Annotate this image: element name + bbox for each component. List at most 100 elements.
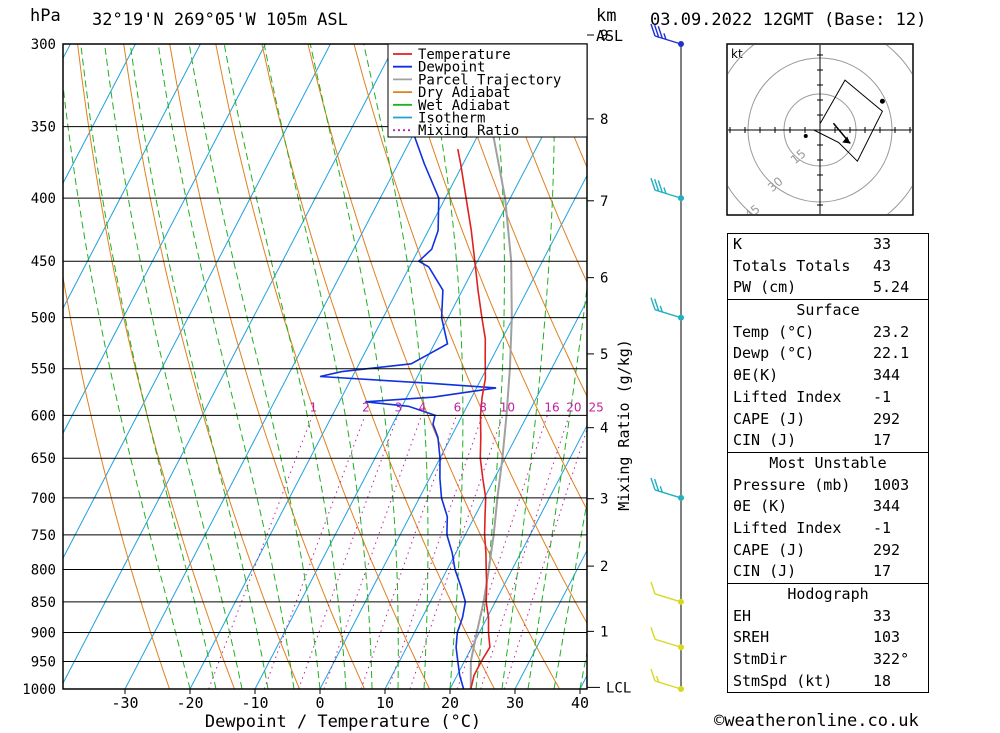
mixing-ratio-line [323,415,423,689]
pressure-tick-label: 450 [31,254,56,270]
hodograph-unit: kt [731,47,743,61]
stat-label: K [733,235,743,253]
mixing-ratio-line [360,415,458,689]
wet-adiabat-line [553,499,587,689]
hodo-value: 18 [873,671,892,690]
surface-row: Dewp (°C) 22.1 [728,343,928,365]
mixing-ratio-line [456,415,548,689]
surface-label: Temp (°C) [733,322,815,341]
barb-shaft [654,593,682,603]
x-tick-label: -30 [111,694,138,712]
barb-dot [678,41,684,47]
barb-shaft [654,35,682,45]
wind-barb [650,627,684,651]
barb-shaft [654,308,682,319]
pressure-tick-label: 300 [31,37,56,53]
barb-feather [650,581,656,595]
mixing-ratio-label: 25 [588,400,603,414]
height-unit-km: km [596,6,617,26]
mu-value: 1003 [873,475,910,494]
barb-dot [678,686,684,692]
barb-shaft [654,680,682,690]
barb-dot [678,598,684,605]
wind-barb [650,177,684,202]
wet-adiabat-line [157,44,295,689]
barb-half-feather [655,675,660,683]
height-tick-label: 1 [600,624,608,640]
wet-adiabat-line [80,44,217,689]
barb-dot [678,195,684,202]
parcel-line [468,44,513,689]
dry-adiabat-line [953,44,1000,689]
isotherm-line [124,44,461,689]
mu-row: θE (K) 344 [728,496,928,518]
pressure-tick-label: 550 [31,362,56,378]
most-unstable-title: Most Unstable [728,451,928,475]
barb-feather [650,23,656,37]
barb-half-feather [659,305,663,313]
barb-feather [650,627,656,640]
pressure-tick-label: 700 [31,491,56,507]
pressure-unit: hPa [30,6,61,26]
hodograph-start-dot [803,134,808,138]
height-tick-label: 8 [600,112,608,128]
legend-entry: Temperature [418,47,511,63]
mixing-ratio-line [387,415,483,689]
surface-label: CAPE (J) [733,409,806,428]
isotherm-line [0,44,5,689]
stat-value: 5.24 [873,278,910,297]
isotherm-line [189,44,526,689]
mu-value: -1 [873,518,892,537]
mixing-ratio-label: 20 [566,400,581,414]
mixing-ratio-label: 6 [454,400,462,414]
pressure-tick-label: 400 [31,191,56,207]
dry-adiabat-line [353,44,587,625]
barb-shaft [654,638,682,648]
hodo-label: EH [733,606,752,625]
x-tick-label: -10 [241,694,268,712]
wind-barb [650,23,684,47]
surface-label: Dewp (°C) [733,344,815,363]
hodograph-trace [813,79,884,163]
x-tick-label: 30 [506,694,524,712]
wet-adiabat-line [363,44,429,689]
dry-adiabat-line [169,44,365,689]
legend-entry: Dry Adiabat [418,85,511,101]
mu-value: 344 [873,497,901,516]
stats-table: K 33 Totals Totals 43 PW (cm) 5.24 Surface … [727,233,929,694]
pressure-tick-label: 800 [31,562,56,578]
pressure-tick-label: 750 [31,528,56,544]
stat-label: Totals Totals [733,256,851,275]
mu-row: Pressure (mb) 1003 [728,475,928,497]
height-tick-label: 2 [600,559,608,575]
height-tick-label: 7 [600,194,608,210]
barb-feather [650,668,656,682]
height-tick-label: 6 [600,271,608,287]
barb-dot [678,644,684,651]
mixing-ratio-line [409,415,504,689]
wet-adiabat-line [104,44,243,689]
wet-adiabat-line [63,81,191,689]
mixing-ratio-label: 3 [395,400,403,414]
x-tick-label: 20 [441,694,459,712]
surface-value: 344 [873,366,901,385]
legend-entry: Isotherm [418,111,485,127]
mu-label: Lifted Index [733,518,842,537]
hodo-value: 322° [873,650,910,669]
hodo-row: StmSpd (kt) 18 [728,671,928,693]
datetime-title: 03.09.2022 12GMT (Base: 12) [650,10,927,30]
legend-entry: Wet Adiabat [418,98,511,114]
x-tick-label: 10 [376,694,394,712]
mixing-ratio-line [503,427,587,689]
stat-value: 43 [873,256,892,275]
stat-value: 33 [873,235,892,253]
surface-row: Lifted Index -1 [728,387,928,409]
isotherm-line [514,549,587,689]
hodo-label: StmSpd (kt) [733,671,833,690]
dewpoint-line [319,44,497,689]
isotherm-line [384,299,587,689]
height-tick-label: 3 [600,492,608,508]
pressure-tick-label: 600 [31,408,56,424]
lcl-label: LCL [606,680,631,696]
